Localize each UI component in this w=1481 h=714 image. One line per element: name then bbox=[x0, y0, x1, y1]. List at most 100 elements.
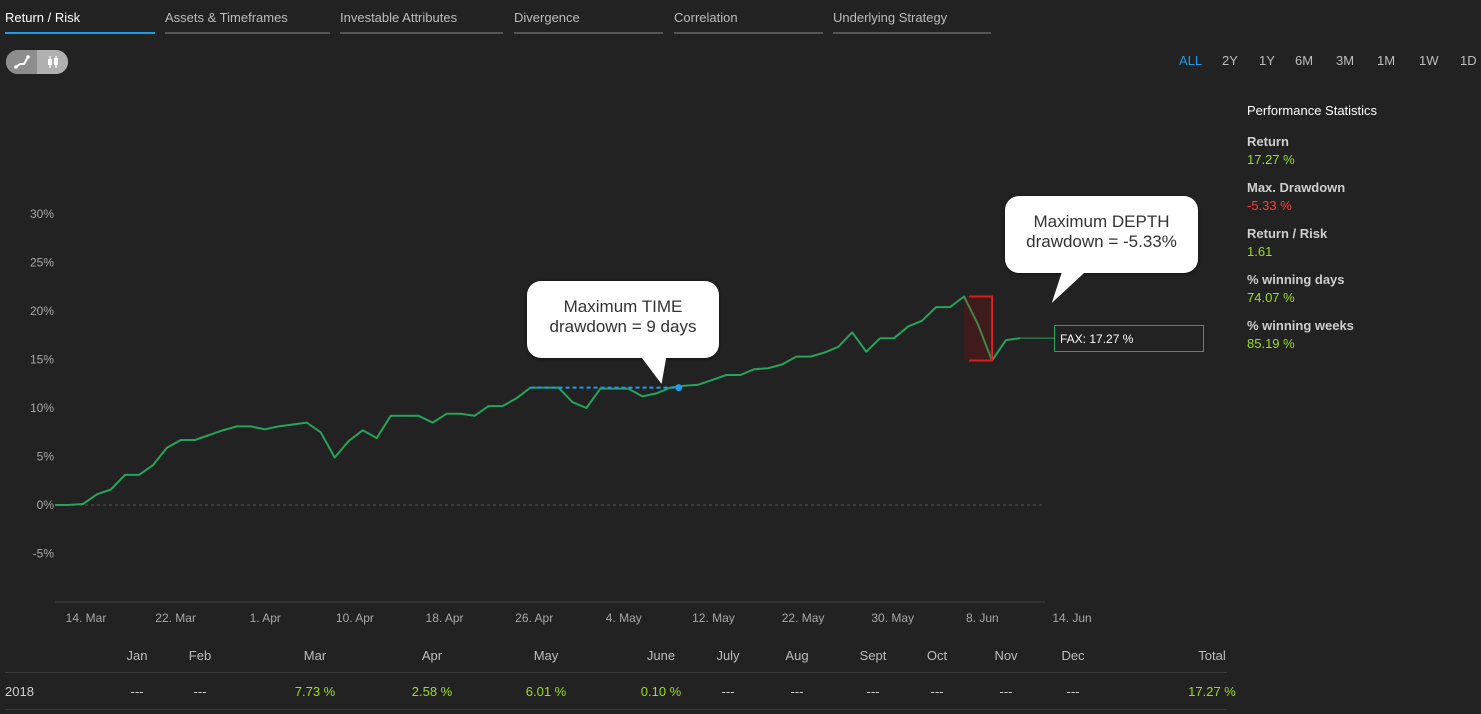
month-header: Dec bbox=[1061, 648, 1085, 663]
month-value: --- bbox=[193, 684, 207, 699]
month-header: June bbox=[646, 648, 676, 663]
stat-return: Return 17.27 % bbox=[1247, 134, 1467, 167]
stat-label: % winning weeks bbox=[1247, 318, 1354, 333]
range-1d[interactable]: 1D bbox=[1460, 53, 1477, 68]
range-3m[interactable]: 3M bbox=[1336, 53, 1355, 68]
range-all[interactable]: ALL bbox=[1179, 53, 1203, 68]
stat-value: 85.19 % bbox=[1247, 336, 1295, 351]
end-value-label: FAX: 17.27 % bbox=[1054, 325, 1204, 352]
time-drawdown-marker bbox=[675, 384, 683, 392]
performance-statistics: Performance Statistics Return 17.27 % Ma… bbox=[1247, 103, 1467, 364]
y-tick-label: 30% bbox=[30, 207, 54, 221]
series-layer bbox=[55, 295, 1054, 506]
x-tick-label: 30. May bbox=[871, 611, 914, 625]
line-chart-toggle[interactable] bbox=[6, 50, 37, 74]
line-chart-icon bbox=[13, 55, 30, 69]
x-tick-label: 14. Mar bbox=[66, 611, 107, 625]
month-header: Aug bbox=[785, 648, 809, 663]
stat-value: 17.27 % bbox=[1247, 152, 1295, 167]
month-value: 6.01 % bbox=[525, 684, 567, 699]
x-tick-label: 12. May bbox=[692, 611, 735, 625]
stat-winning-days: % winning days 74.07 % bbox=[1247, 272, 1467, 305]
month-header: Mar bbox=[303, 648, 327, 663]
y-tick-label: 25% bbox=[30, 256, 54, 270]
x-axis: 14. Mar 22. Mar 1. Apr 10. Apr 18. Apr 26. Ap… bbox=[66, 611, 1092, 625]
depth-drawdown-line1: Maximum DEPTH bbox=[1033, 212, 1170, 231]
month-header: July bbox=[716, 648, 740, 663]
candlestick-toggle[interactable] bbox=[37, 50, 68, 74]
month-value: --- bbox=[721, 684, 735, 699]
divider bbox=[5, 672, 1227, 673]
stat-winning-weeks: % winning weeks 85.19 % bbox=[1247, 318, 1467, 351]
depth-drawdown-callout: Maximum DEPTH drawdown = -5.33% bbox=[1005, 196, 1198, 303]
month-header: Sept bbox=[859, 648, 887, 663]
range-1m[interactable]: 1M bbox=[1377, 53, 1396, 68]
month-value: --- bbox=[866, 684, 880, 699]
range-1y[interactable]: 1Y bbox=[1259, 53, 1275, 68]
range-6m[interactable]: 6M bbox=[1295, 53, 1314, 68]
x-tick-label: 22. May bbox=[782, 611, 825, 625]
month-header: Total bbox=[1198, 648, 1226, 663]
x-tick-label: 1. Apr bbox=[250, 611, 281, 625]
time-drawdown-line2: drawdown = 9 days bbox=[549, 317, 697, 336]
stat-value: -5.33 % bbox=[1247, 198, 1292, 213]
stat-value: 1.61 bbox=[1247, 244, 1273, 259]
series-line-fax bbox=[55, 295, 1021, 506]
x-tick-label: 8. Jun bbox=[966, 611, 999, 625]
month-value: 0.10 % bbox=[640, 684, 682, 699]
tab-correlation[interactable]: Correlation bbox=[674, 10, 823, 34]
y-axis: 30% 25% 20% 15% 10% 5% 0% -5% bbox=[30, 207, 54, 561]
x-tick-label: 14. Jun bbox=[1052, 611, 1091, 625]
month-value: --- bbox=[130, 684, 144, 699]
stat-max-drawdown: Max. Drawdown -5.33 % bbox=[1247, 180, 1467, 213]
stat-label: Return / Risk bbox=[1247, 226, 1328, 241]
tab-underlying-strategy[interactable]: Underlying Strategy bbox=[833, 10, 991, 34]
depth-drawdown-area bbox=[964, 296, 993, 361]
stats-title: Performance Statistics bbox=[1247, 103, 1378, 118]
chart-type-toggle[interactable] bbox=[6, 50, 68, 74]
divider bbox=[5, 709, 1227, 710]
y-tick-label: 10% bbox=[30, 401, 54, 415]
y-tick-label: -5% bbox=[33, 547, 55, 561]
depth-drawdown-bracket bbox=[969, 295, 994, 362]
tab-investable-attributes[interactable]: Investable Attributes bbox=[340, 10, 503, 34]
month-header: Nov bbox=[994, 648, 1018, 663]
month-value: 17.27 % bbox=[1188, 684, 1236, 699]
time-drawdown-callout: Maximum TIME drawdown = 9 days bbox=[527, 281, 719, 384]
month-header: Jan bbox=[126, 648, 148, 663]
month-value: --- bbox=[999, 684, 1013, 699]
stat-value: 74.07 % bbox=[1247, 290, 1295, 305]
y-tick-label: 15% bbox=[30, 353, 54, 367]
candlestick-icon bbox=[47, 56, 58, 68]
month-value: --- bbox=[930, 684, 944, 699]
month-header: Apr bbox=[421, 648, 443, 663]
y-tick-label: 5% bbox=[37, 450, 55, 464]
month-header: Feb bbox=[188, 648, 212, 663]
month-value: 2.58 % bbox=[411, 684, 453, 699]
y-tick-label: 0% bbox=[37, 498, 55, 512]
annotation-layer bbox=[530, 295, 994, 392]
month-value: --- bbox=[1066, 684, 1080, 699]
x-tick-label: 18. Apr bbox=[426, 611, 464, 625]
range-1w[interactable]: 1W bbox=[1419, 53, 1439, 68]
x-tick-label: 10. Apr bbox=[336, 611, 374, 625]
x-tick-label: 4. May bbox=[606, 611, 642, 625]
end-value-text: FAX: 17.27 % bbox=[1060, 332, 1134, 346]
tab-assets-timeframes[interactable]: Assets & Timeframes bbox=[165, 10, 330, 34]
range-2y[interactable]: 2Y bbox=[1222, 53, 1238, 68]
performance-chart: 30% 25% 20% 15% 10% 5% 0% -5% 14. Mar 22. Mar 1. … bbox=[30, 207, 1092, 625]
tab-return-risk[interactable]: Return / Risk bbox=[5, 10, 155, 34]
x-tick-label: 26. Apr bbox=[515, 611, 553, 625]
month-value: --- bbox=[790, 684, 804, 699]
stat-label: Max. Drawdown bbox=[1247, 180, 1346, 195]
month-header: Oct bbox=[926, 648, 948, 663]
month-value: 7.73 % bbox=[294, 684, 336, 699]
y-tick-label: 20% bbox=[30, 304, 54, 318]
stat-label: % winning days bbox=[1247, 272, 1345, 287]
x-tick-label: 22. Mar bbox=[155, 611, 196, 625]
stat-return-risk: Return / Risk 1.61 bbox=[1247, 226, 1467, 259]
tab-divergence[interactable]: Divergence bbox=[514, 10, 663, 34]
month-header: May bbox=[533, 648, 559, 663]
depth-drawdown-line2: drawdown = -5.33% bbox=[1026, 232, 1177, 251]
stat-label: Return bbox=[1247, 134, 1289, 149]
